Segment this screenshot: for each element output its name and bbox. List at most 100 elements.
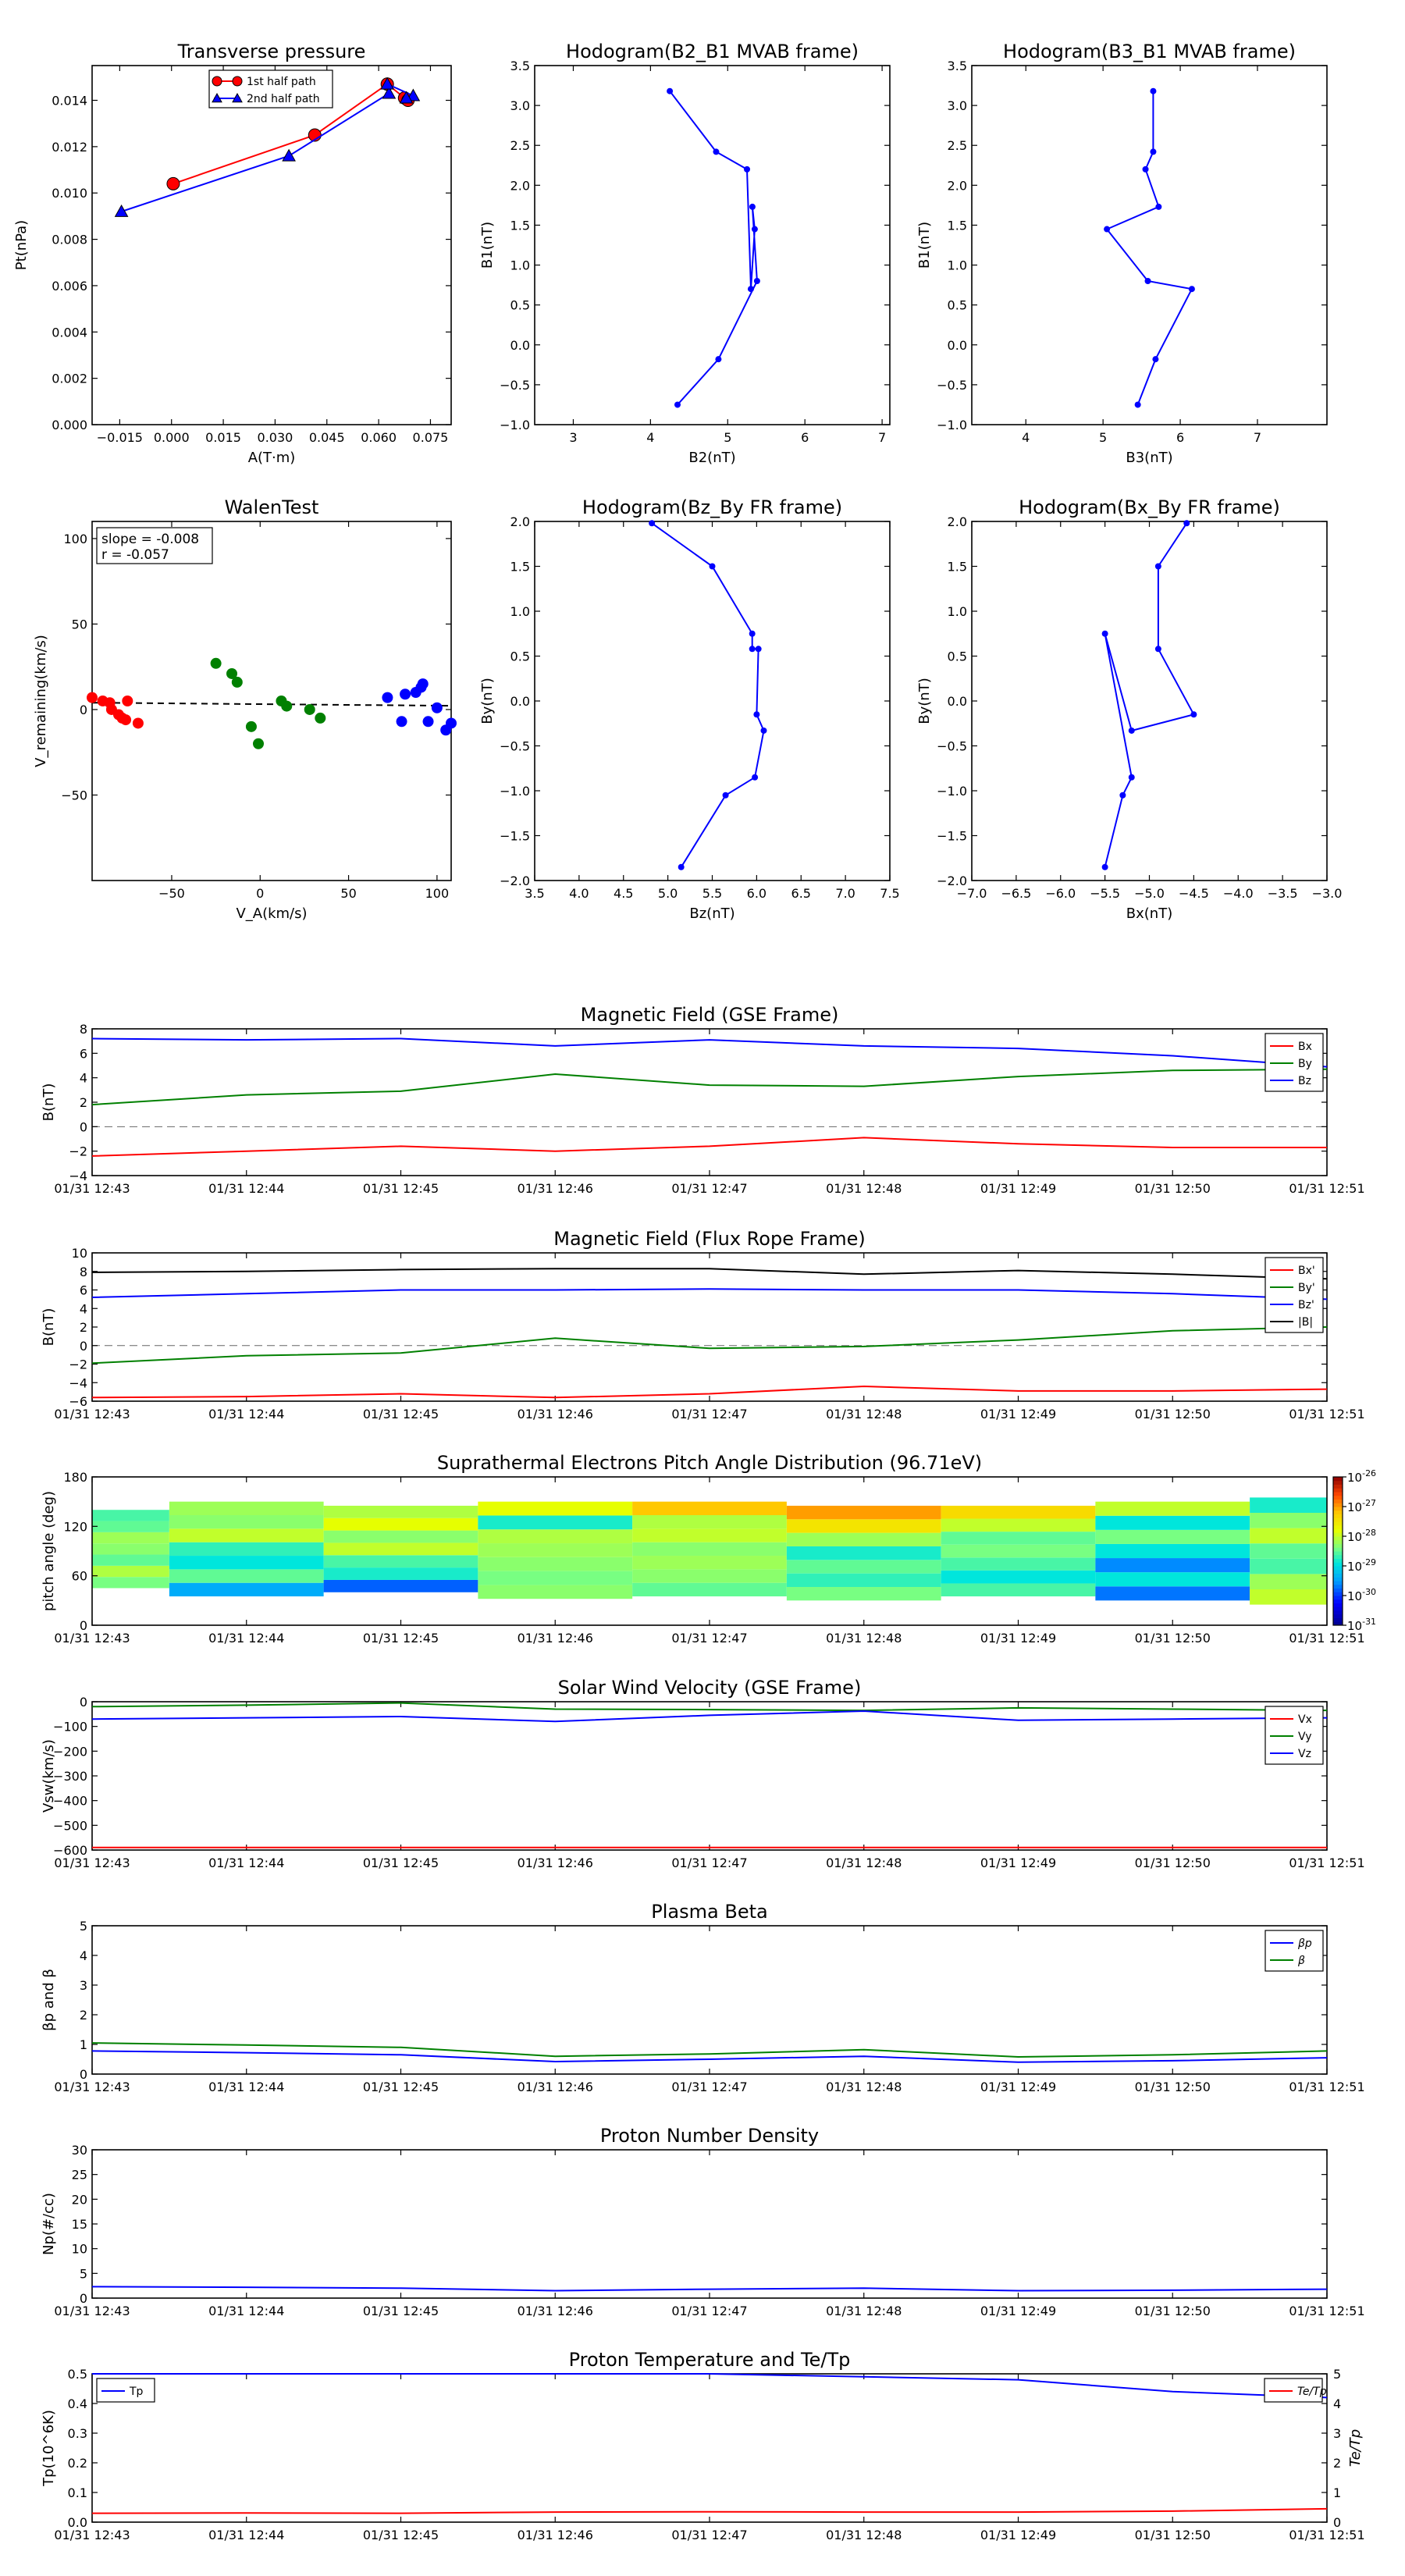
pt-xtick-label: 0.060 — [361, 430, 397, 445]
pad-heatmap-cell — [92, 1565, 169, 1578]
hodo4-ytick-label: −0.5 — [937, 739, 967, 754]
hodo4-series-line — [1104, 522, 1195, 868]
tp-ytick-label: 0.4 — [68, 2396, 87, 2411]
hodo2-ytick-label: 2.0 — [948, 178, 967, 193]
pad-xtick-label: 01/31 12:51 — [1289, 1631, 1364, 1646]
beta-ytick-label: 0 — [80, 2067, 87, 2082]
bfr-xtick-label: 01/31 12:47 — [671, 1407, 747, 1421]
hodo3-axes-frame — [534, 521, 891, 881]
vsw-axes-frame — [91, 1701, 1328, 1851]
bgse-ytick-label: −4 — [69, 1169, 87, 1183]
pt-xtick-label: 0.030 — [258, 430, 293, 445]
pt-ytick-label: 0.014 — [52, 94, 87, 109]
pad-heatmap-cell — [478, 1529, 633, 1544]
hodo3-data-point — [753, 711, 760, 718]
walen-xtick-label: 50 — [340, 886, 356, 901]
bfr-title: Magnetic Field (Flux Rope Frame) — [553, 1228, 865, 1250]
hodo1-ytick-label: 3.0 — [510, 98, 530, 113]
bfr-xtick-label: 01/31 12:50 — [1135, 1407, 1211, 1421]
hodo3-data-point — [760, 727, 767, 734]
hodo4-data-point — [1101, 863, 1108, 870]
pt-xlabel: A(T·m) — [248, 450, 296, 466]
vsw-ytick-label: −300 — [53, 1769, 87, 1784]
bgse-xtick-label: 01/31 12:51 — [1289, 1181, 1364, 1196]
tp-ytick-label: 0.5 — [68, 2367, 87, 2382]
walen-data-point — [417, 678, 429, 690]
beta-xtick-label: 01/31 12:49 — [980, 2080, 1056, 2094]
tp-y2tick-label: 4 — [1333, 2396, 1341, 2411]
bgse-ytick-label: 8 — [80, 1022, 87, 1037]
walen-data-point — [431, 702, 443, 713]
vsw-ytick-label: −500 — [53, 1818, 87, 1833]
tp-xtick-label: 01/31 12:44 — [208, 2528, 284, 2542]
pad-colorbar-segment — [1333, 1617, 1343, 1622]
hodo2-ytick-label: −1.0 — [937, 418, 967, 432]
hodo4-xtick-label: −3.5 — [1268, 886, 1298, 901]
hodo3-data-point — [722, 792, 729, 799]
pad-heatmap-cell — [786, 1573, 941, 1587]
pad-heatmap-cell — [786, 1586, 941, 1601]
pad-heatmap-cell — [169, 1542, 324, 1557]
np-title: Proton Number Density — [600, 2125, 819, 2147]
hodo2-ytick-label: 0.0 — [948, 338, 967, 353]
hodo3-xtick-label: 4.5 — [614, 886, 633, 901]
pad-heatmap-cell — [92, 1521, 169, 1532]
vsw-series-line — [91, 1710, 1328, 1723]
hodo2-ylabel: B1(nT) — [916, 222, 933, 269]
hodo2-axes-frame — [971, 65, 1328, 425]
pad-colorbar-segment — [1333, 1477, 1343, 1482]
hodo3-xtick-label: 7.0 — [835, 886, 855, 901]
pad-colorbar-segment — [1333, 1517, 1343, 1522]
bgse-xtick-label: 01/31 12:47 — [671, 1181, 747, 1196]
pad-heatmap-cell — [1095, 1543, 1250, 1559]
pad-colorbar-segment — [1333, 1514, 1343, 1518]
pad-title: Suprathermal Electrons Pitch Angle Distr… — [437, 1452, 982, 1474]
tp-xtick-label: 01/31 12:45 — [363, 2528, 439, 2542]
hodo4-data-point — [1183, 520, 1190, 527]
hodo2-title: Hodogram(B3_B1 MVAB frame) — [1003, 41, 1296, 62]
hodo3-ytick-label: −2.0 — [500, 873, 530, 888]
hodo1-data-point — [744, 165, 751, 173]
walen-ytick-label: 0 — [80, 703, 87, 717]
walen-ytick-label: 100 — [63, 532, 87, 546]
beta-legend — [1264, 1930, 1324, 1972]
walen-data-point — [315, 712, 326, 724]
vsw-xtick-label: 01/31 12:49 — [980, 1856, 1056, 1870]
hodo3-ytick-label: −1.5 — [500, 829, 530, 844]
tp-xtick-label: 01/31 12:47 — [671, 2528, 747, 2542]
pad-heatmap-cell — [323, 1579, 478, 1592]
hodo1-ytick-label: 3.5 — [510, 59, 530, 73]
pad-heatmap-cell — [786, 1546, 941, 1560]
hodo3-ytick-label: 1.5 — [510, 560, 530, 575]
pt-data-point — [380, 76, 395, 90]
pad-heatmap-cell — [941, 1505, 1096, 1519]
bfr-xtick-label: 01/31 12:43 — [54, 1407, 130, 1421]
hodo4-ytick-label: 0.0 — [948, 694, 967, 709]
pt-data-point — [114, 204, 129, 217]
pad-heatmap-cell — [92, 1543, 169, 1555]
bgse-axes-frame — [91, 1028, 1328, 1176]
walen-fit-line — [91, 702, 452, 707]
bfr-xtick-label: 01/31 12:44 — [208, 1407, 284, 1421]
np-ylabel: Np(#/cc) — [41, 2193, 57, 2255]
pt-ylabel: Pt(nPa) — [13, 220, 30, 270]
pt-ytick-label: 0.012 — [52, 140, 87, 155]
pad-heatmap-cell — [478, 1501, 633, 1516]
vsw-ytick-label: −600 — [53, 1843, 87, 1858]
pad-colorbar-segment — [1333, 1554, 1343, 1559]
walen-data-point — [446, 717, 457, 729]
pad-heatmap-cell — [169, 1556, 324, 1570]
pad-colorbar-segment — [1333, 1558, 1343, 1563]
bfr-ytick-label: 6 — [80, 1283, 87, 1298]
beta-xtick-label: 01/31 12:45 — [363, 2080, 439, 2094]
pad-xtick-label: 01/31 12:43 — [54, 1631, 130, 1646]
bfr-ytick-label: 4 — [80, 1301, 87, 1316]
beta-ytick-label: 5 — [80, 1919, 87, 1934]
hodo3-ytick-label: −0.5 — [500, 739, 530, 754]
np-ytick-label: 5 — [80, 2266, 87, 2281]
hodo1-ytick-label: 0.5 — [510, 298, 530, 313]
bfr-legend-label: Bx' — [1298, 1265, 1315, 1277]
pad-colorbar-segment — [1333, 1581, 1343, 1585]
hodo3-data-point — [749, 630, 756, 637]
